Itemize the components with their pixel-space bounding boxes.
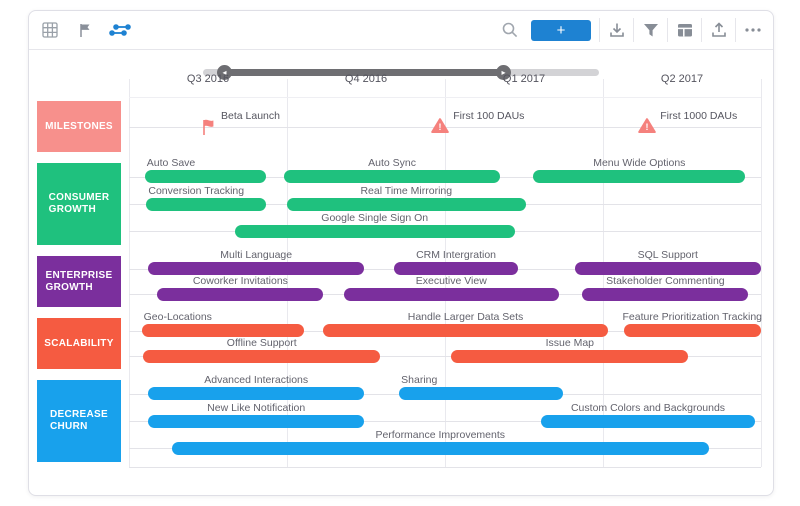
svg-text:!: ! xyxy=(646,122,649,132)
quarter-header-label: Q4 2016 xyxy=(344,73,388,85)
more-ellipsis-icon[interactable] xyxy=(736,18,769,42)
roadmap-bar[interactable] xyxy=(234,224,515,238)
filter-icon[interactable] xyxy=(634,18,667,42)
upload-icon[interactable] xyxy=(702,18,735,42)
roadmap-bar-label: Issue Map xyxy=(545,336,595,349)
roadmap-bar[interactable] xyxy=(146,197,267,211)
quarter-gridline xyxy=(761,79,762,467)
roadmap-bar[interactable] xyxy=(157,287,324,301)
swimlane-label-text: CONSUMER GROWTH xyxy=(48,192,110,215)
toolbar-separator xyxy=(667,18,668,42)
header-divider-line xyxy=(129,97,761,98)
quarter-header-label: Q3 2016 xyxy=(186,73,230,85)
row-track-line xyxy=(129,421,761,422)
roadmap-bar-label: Multi Language xyxy=(220,249,293,262)
roadmap-bar-label: Auto Save xyxy=(146,157,196,170)
flag-milestone-icon[interactable] xyxy=(199,117,219,142)
roadmap-bar[interactable] xyxy=(451,349,689,363)
swimlane-label-text: ENTERPRISE GROWTH xyxy=(45,269,113,293)
download-icon[interactable] xyxy=(600,18,633,42)
swimlane-label-milestones: MILESTONES xyxy=(37,101,121,152)
roadmap-bar[interactable] xyxy=(147,262,365,276)
roadmap-bar-label: Handle Larger Data Sets xyxy=(407,311,524,324)
roadmap-bar[interactable] xyxy=(147,414,365,428)
quarter-gridline xyxy=(129,79,130,467)
add-item-button[interactable]: + xyxy=(531,19,591,41)
quarter-header-label: Q1 2017 xyxy=(502,73,546,85)
roadmap-bar[interactable] xyxy=(343,287,559,301)
table-view-icon[interactable] xyxy=(37,18,63,42)
roadmap-bar[interactable] xyxy=(143,349,381,363)
roadmap-bar[interactable] xyxy=(541,414,755,428)
roadmap-bar[interactable] xyxy=(147,387,365,401)
roadmap-bar[interactable] xyxy=(287,197,526,211)
roadmap-bar-label: Custom Colors and Backgrounds xyxy=(570,401,726,414)
quarter-header-label: Q2 2017 xyxy=(660,73,704,85)
milestone-label: First 100 DAUs xyxy=(453,109,525,122)
roadmap-bar[interactable] xyxy=(574,262,761,276)
roadmap-bar[interactable] xyxy=(533,170,746,184)
roadmap-bar-label: Performance Improvements xyxy=(375,428,506,441)
roadmap-bar-label: Auto Sync xyxy=(368,157,416,170)
roadmap-bar[interactable] xyxy=(141,324,305,338)
roadmap-chart: Q3 2016 Q4 2016 Q1 2017 Q2 2017 MILESTONES Be… xyxy=(29,11,773,495)
warning-milestone-icon[interactable]: ! xyxy=(638,117,657,139)
roadmap-bar[interactable] xyxy=(582,287,749,301)
roadmap-bar-label: Coworker Invitations xyxy=(192,274,288,287)
roadmap-bar[interactable] xyxy=(394,262,518,276)
toolbar-separator xyxy=(633,18,634,42)
roadmap-bar-label: CRM Intergration xyxy=(416,249,497,262)
roadmap-bar-label: Real Time Mirroring xyxy=(360,184,453,197)
swimlane-label-consumer-growth: CONSUMER GROWTH xyxy=(37,163,121,245)
chart-bottom-line xyxy=(129,467,761,468)
warning-milestone-icon[interactable]: ! xyxy=(431,117,450,139)
timeline-range-slider: ◂ ▸ xyxy=(29,61,773,83)
roadmap-bar[interactable] xyxy=(171,441,709,455)
roadmap-bar-label: Sharing xyxy=(401,374,438,387)
milestones-flag-icon[interactable] xyxy=(72,18,98,42)
toolbar-actions: + xyxy=(497,11,769,49)
roadmap-bar-label: Google Single Sign On xyxy=(321,211,429,224)
roadmap-bar[interactable] xyxy=(399,387,564,401)
roadmap-bar-label: Advanced Interactions xyxy=(204,374,309,387)
roadmap-bar[interactable] xyxy=(283,170,501,184)
swimlane-label-text: DECREASE CHURN xyxy=(50,409,108,432)
roadmap-bar-label: Geo-Locations xyxy=(143,311,212,324)
slider-right-handle[interactable]: ▸ xyxy=(496,65,511,80)
roadmap-bar-label: Offline Support xyxy=(226,336,297,349)
roadmap-card: + xyxy=(28,10,774,496)
layout-board-icon[interactable] xyxy=(668,18,701,42)
swimlane-view-icon[interactable] xyxy=(107,18,133,42)
toolbar-separator xyxy=(735,18,736,42)
toolbar: + xyxy=(29,11,773,50)
search-icon[interactable] xyxy=(497,18,523,42)
swimlane-label-text: SCALABILITY xyxy=(44,337,114,349)
roadmap-bar-label: New Like Notification xyxy=(207,401,306,414)
swimlane-label-scalability: SCALABILITY xyxy=(37,318,121,369)
toolbar-view-switcher xyxy=(37,11,133,49)
roadmap-bar-label: SQL Support xyxy=(637,249,698,262)
roadmap-bar[interactable] xyxy=(144,170,267,184)
slider-selected-range[interactable] xyxy=(224,69,503,76)
toolbar-separator xyxy=(599,18,600,42)
roadmap-bar[interactable] xyxy=(623,324,761,338)
roadmap-bar-label: Conversion Tracking xyxy=(148,184,245,197)
slider-left-handle[interactable]: ◂ xyxy=(217,65,232,80)
roadmap-bar[interactable] xyxy=(323,324,608,338)
toolbar-separator xyxy=(701,18,702,42)
roadmap-bar-label: Feature Prioritization Tracking xyxy=(622,311,763,324)
swimlane-label-decrease-churn: DECREASE CHURN xyxy=(37,380,121,462)
swimlane-label-enterprise-growth: ENTERPRISE GROWTH xyxy=(37,256,121,307)
roadmap-bar-label: Stakeholder Commenting xyxy=(606,274,725,287)
milestone-label: First 1000 DAUs xyxy=(660,109,738,122)
swimlane-label-text: MILESTONES xyxy=(45,120,113,132)
milestone-label: Beta Launch xyxy=(221,109,280,122)
row-track-line xyxy=(129,356,761,358)
svg-text:!: ! xyxy=(439,122,442,132)
roadmap-bar-label: Executive View xyxy=(415,274,487,287)
roadmap-bar-label: Menu Wide Options xyxy=(593,157,686,170)
